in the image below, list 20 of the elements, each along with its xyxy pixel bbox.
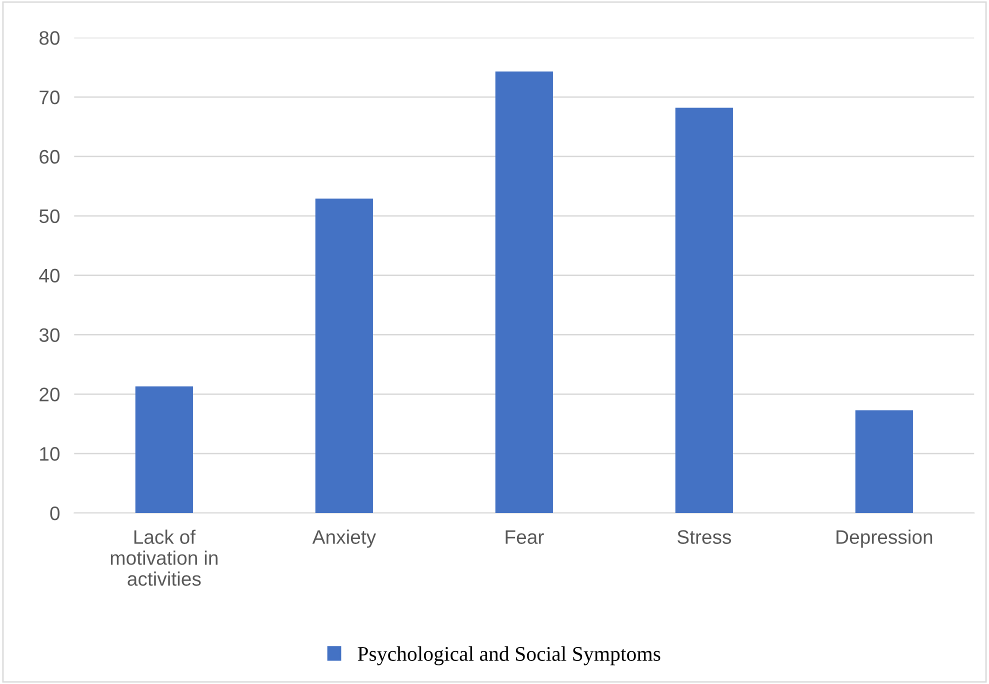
bar	[855, 410, 913, 513]
y-tick-label: 20	[40, 388, 60, 402]
bar	[135, 386, 193, 513]
y-tick-label: 70	[40, 90, 60, 104]
bar	[495, 71, 553, 513]
y-tick-label: 30	[39, 328, 60, 342]
x-tick-label: Anxiety	[312, 530, 376, 548]
x-tick-label: Depression	[836, 530, 932, 548]
y-tick-label: 40	[39, 268, 60, 283]
y-tick-label: 50	[39, 209, 60, 224]
y-tick-label: 60	[40, 150, 60, 164]
y-tick-label: 0	[50, 506, 60, 520]
bar	[675, 108, 733, 513]
x-tick-label: Stress	[678, 530, 732, 544]
x-tick-label: Lack of motivation in activities	[110, 530, 218, 586]
y-tick-label: 80	[40, 31, 60, 45]
legend-label: Psychological and Social Symptoms	[358, 646, 660, 666]
bar	[315, 198, 373, 513]
x-tick-label: Fear	[506, 530, 544, 544]
y-tick-label: 10	[40, 447, 60, 461]
